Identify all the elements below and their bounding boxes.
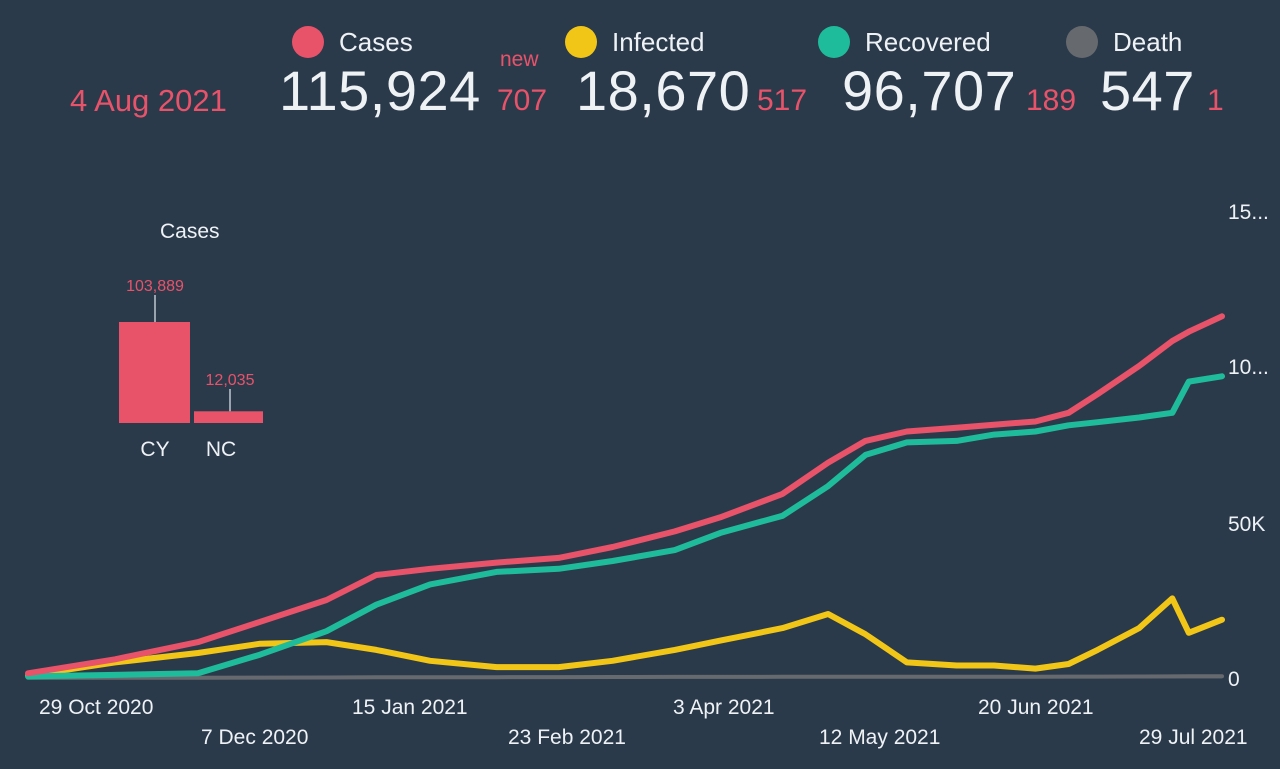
mini-bar-value-label: 12,035 bbox=[206, 372, 255, 389]
x-tick-label: 23 Feb 2021 bbox=[508, 726, 626, 749]
cases-total: 115,924 bbox=[279, 59, 481, 122]
legend-cases-label: Cases bbox=[339, 26, 413, 57]
death-color-dot bbox=[1066, 26, 1098, 58]
mini-bar-category-label: NC bbox=[206, 438, 236, 461]
x-tick-label: 3 Apr 2021 bbox=[673, 696, 775, 719]
death-new: 1 bbox=[1207, 84, 1224, 117]
mini-bar-cy bbox=[119, 322, 190, 423]
y-tick-label: 0 bbox=[1228, 668, 1240, 691]
infected-new: 517 bbox=[757, 84, 808, 117]
legend-recovered-label: Recovered bbox=[865, 26, 991, 57]
legend-cases[interactable]: Cases bbox=[292, 26, 413, 58]
series-line-recovered bbox=[25, 373, 1225, 680]
x-tick-label: 7 Dec 2020 bbox=[201, 726, 309, 749]
new-label: new bbox=[500, 48, 539, 71]
recovered-color-dot bbox=[818, 26, 850, 58]
x-tick-label: 12 May 2021 bbox=[819, 726, 941, 749]
recovered-new: 189 bbox=[1026, 84, 1077, 117]
series-line-death bbox=[26, 674, 1224, 680]
current-date: 4 Aug 2021 bbox=[70, 83, 227, 118]
y-tick-label: 15... bbox=[1228, 201, 1269, 224]
death-total: 547 bbox=[1100, 59, 1195, 122]
infected-color-dot bbox=[565, 26, 597, 58]
legend-infected[interactable]: Infected bbox=[565, 26, 705, 58]
mini-bar-nc bbox=[194, 411, 263, 423]
legend-death-label: Death bbox=[1113, 26, 1183, 57]
cases-color-dot bbox=[292, 26, 324, 58]
mini-chart-title: Cases bbox=[160, 220, 220, 243]
recovered-total: 96,707 bbox=[842, 59, 1017, 122]
y-tick-label: 10... bbox=[1228, 356, 1269, 379]
mini-bar-value-label: 103,889 bbox=[126, 278, 184, 295]
series-line-cases bbox=[25, 313, 1225, 677]
infected-total: 18,670 bbox=[576, 59, 751, 122]
x-tick-label: 29 Jul 2021 bbox=[1139, 726, 1248, 749]
legend-infected-label: Infected bbox=[612, 26, 705, 57]
legend-recovered[interactable]: Recovered bbox=[818, 26, 991, 58]
series-line-infected bbox=[25, 595, 1225, 679]
legend-death[interactable]: Death bbox=[1066, 26, 1182, 58]
mini-bar-category-label: CY bbox=[140, 438, 169, 461]
cases-new: 707 bbox=[497, 84, 548, 117]
x-tick-label: 20 Jun 2021 bbox=[978, 696, 1094, 719]
x-tick-label: 15 Jan 2021 bbox=[352, 696, 468, 719]
y-tick-label: 50K bbox=[1228, 513, 1266, 536]
x-tick-label: 29 Oct 2020 bbox=[39, 696, 154, 719]
